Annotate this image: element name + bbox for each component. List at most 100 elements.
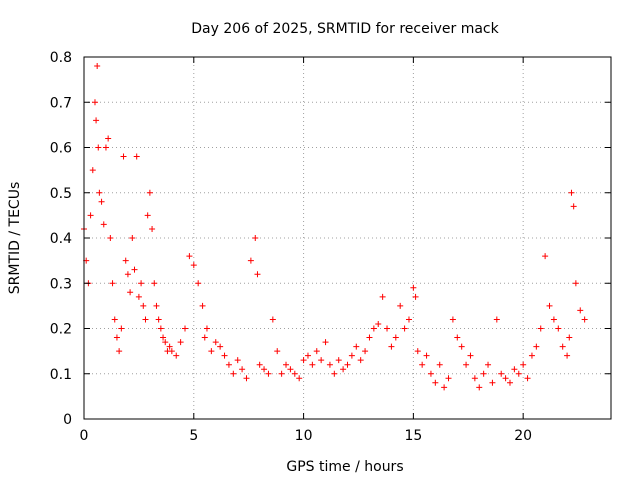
data-point <box>182 325 189 332</box>
data-point <box>344 361 351 368</box>
data-point <box>162 339 169 346</box>
data-point <box>489 379 496 386</box>
data-point <box>485 361 492 368</box>
data-point <box>537 325 544 332</box>
data-point <box>410 284 417 291</box>
data-point <box>239 366 246 373</box>
data-point <box>120 153 127 160</box>
data-point <box>568 189 575 196</box>
data-points <box>81 63 588 391</box>
data-point <box>203 325 210 332</box>
data-point <box>225 361 232 368</box>
data-point <box>95 144 102 151</box>
data-point <box>559 343 566 350</box>
data-point <box>476 384 483 391</box>
data-point <box>168 348 175 355</box>
data-point <box>124 271 131 278</box>
data-point <box>230 370 237 377</box>
y-tick-label: 0.4 <box>50 231 72 247</box>
data-point <box>502 375 509 382</box>
data-point <box>116 348 123 355</box>
data-point <box>140 302 147 309</box>
y-tick-label: 0 <box>63 412 72 428</box>
data-point <box>287 366 294 373</box>
data-point <box>153 302 160 309</box>
data-point <box>524 375 531 382</box>
data-point <box>379 293 386 300</box>
data-point <box>149 225 156 232</box>
data-point <box>201 334 208 341</box>
data-point <box>515 370 522 377</box>
x-tick-label: 0 <box>80 428 89 444</box>
data-point <box>405 316 412 323</box>
y-tick-label: 0.1 <box>50 367 72 383</box>
data-point <box>195 280 202 287</box>
data-point <box>348 352 355 359</box>
y-tick-label: 0.7 <box>50 95 72 111</box>
data-point <box>423 352 430 359</box>
data-point <box>199 302 206 309</box>
data-point <box>335 357 342 364</box>
data-point <box>93 117 100 124</box>
data-point <box>100 221 107 228</box>
data-point <box>144 212 151 219</box>
data-point <box>300 357 307 364</box>
data-point <box>520 361 527 368</box>
data-point <box>155 316 162 323</box>
data-point <box>256 361 263 368</box>
data-point <box>528 352 535 359</box>
y-axis-label: SRMTID / TECUs <box>7 182 23 295</box>
data-point <box>498 370 505 377</box>
data-point <box>109 280 116 287</box>
data-point <box>166 343 173 350</box>
data-point <box>370 325 377 332</box>
y-tick-label: 0.6 <box>50 141 72 157</box>
data-point <box>142 316 149 323</box>
y-tick-label: 0.8 <box>50 50 72 66</box>
data-point <box>480 370 487 377</box>
axis-ticks: 0 5 10 15 20 0 0.1 0.2 0.3 0.4 0.5 0.6 0.7 0.8 <box>50 50 611 444</box>
data-point <box>412 293 419 300</box>
data-point <box>511 366 518 373</box>
data-point <box>105 135 112 142</box>
data-point <box>353 343 360 350</box>
data-point <box>542 253 549 260</box>
chart-title: Day 206 of 2025, SRMTID for receiver mac… <box>191 21 499 37</box>
data-point <box>401 325 408 332</box>
data-point <box>151 280 158 287</box>
data-point <box>234 357 241 364</box>
data-point <box>357 357 364 364</box>
data-point <box>283 361 290 368</box>
data-point <box>362 348 369 355</box>
data-point <box>375 320 382 327</box>
data-point <box>278 370 285 377</box>
data-point <box>254 271 261 278</box>
data-point <box>160 334 167 341</box>
data-point <box>441 384 448 391</box>
data-point <box>98 198 105 205</box>
data-point <box>129 235 136 241</box>
data-point <box>261 366 268 373</box>
data-point <box>122 257 129 264</box>
data-point <box>436 361 443 368</box>
data-point <box>296 375 303 382</box>
x-tick-label: 15 <box>404 428 422 444</box>
data-point <box>91 99 98 106</box>
data-point <box>388 343 395 350</box>
data-point <box>186 253 193 260</box>
data-point <box>243 375 250 382</box>
data-point <box>190 262 197 269</box>
data-point <box>111 316 118 323</box>
x-axis-label: GPS time / hours <box>286 459 403 475</box>
y-tick-label: 0.2 <box>50 322 72 338</box>
x-tick-label: 5 <box>189 428 198 444</box>
data-point <box>146 189 153 196</box>
data-point <box>384 325 391 332</box>
data-point <box>221 352 228 359</box>
data-point <box>102 144 109 151</box>
data-point <box>127 289 134 296</box>
data-point <box>177 339 184 346</box>
data-point <box>414 348 421 355</box>
data-point <box>87 212 94 219</box>
